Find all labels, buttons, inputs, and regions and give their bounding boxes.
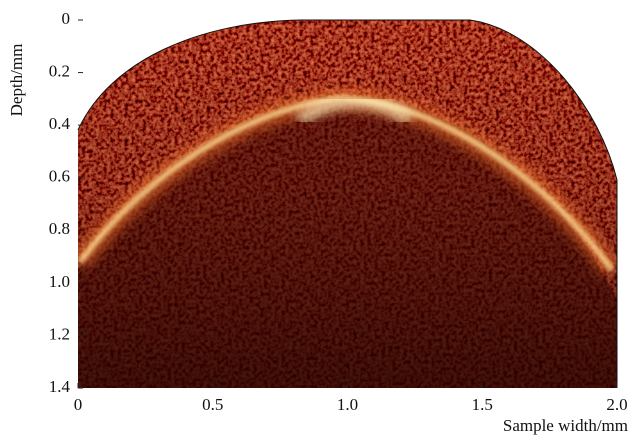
- x-tick-label: 1.0: [337, 395, 358, 414]
- y-tick-label: 0.8: [49, 219, 70, 238]
- x-tick-label: 0.5: [202, 395, 223, 414]
- y-axis-label: Depth/mm: [7, 44, 26, 117]
- y-tick-label: 1.0: [49, 272, 70, 291]
- x-tick-label: 1.5: [472, 395, 493, 414]
- x-tick-label: 0: [74, 395, 83, 414]
- oct-image: [78, 20, 617, 388]
- y-tick-label: 0: [62, 9, 71, 28]
- y-tick-label: 1.2: [49, 324, 70, 343]
- y-tick-label: 0.4: [49, 114, 71, 133]
- x-tick-label: 2.0: [606, 395, 627, 414]
- y-tick-label: 1.4: [49, 377, 71, 396]
- x-axis-label: Sample width/mm: [503, 416, 628, 435]
- y-tick-label: 0.6: [49, 167, 70, 186]
- y-tick-label: 0.2: [49, 61, 70, 80]
- image-outline: [77, 19, 618, 388]
